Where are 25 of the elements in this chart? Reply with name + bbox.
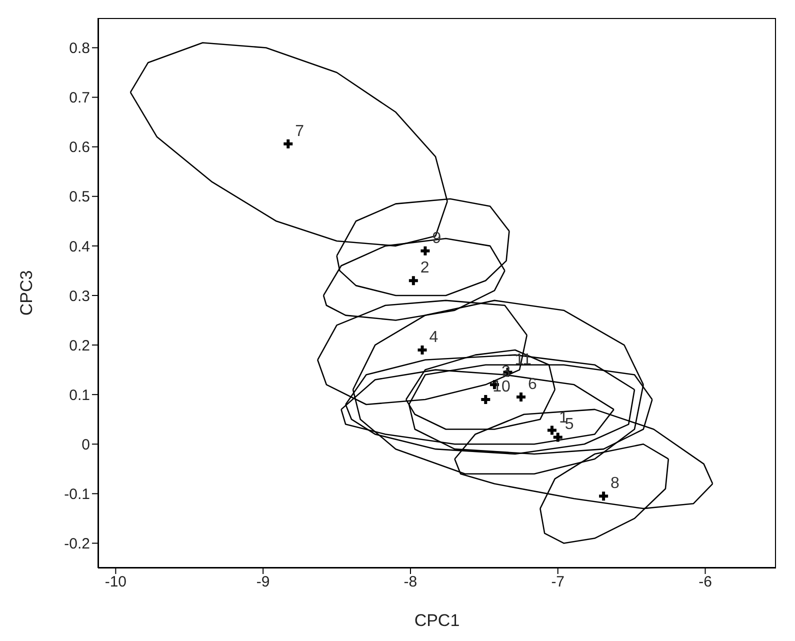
x-tick-label: -7 [551,574,565,591]
y-tick-label: 0.1 [69,386,90,404]
x-axis-title: CPC1 [414,611,460,630]
y-tick-label: 0.2 [69,337,90,354]
x-tick-label: -6 [698,574,712,591]
y-tick-label: 0.6 [69,139,90,156]
y-tick-label: -0.2 [64,536,90,553]
annotation: 7 [295,122,304,140]
y-tick-label: 0.4 [69,238,90,256]
y-tick-label: 0 [82,436,90,454]
y-axis-title: CPC3 [17,270,36,316]
annotation: 8 [610,475,620,492]
annotation: 4 [429,328,438,346]
y-tick-label: -0.1 [64,486,90,503]
annotation: 6 [528,376,538,394]
y-tick-label: 0.8 [69,40,90,58]
annotation: 5 [564,416,574,434]
annotation: 2 [420,260,430,277]
y-tick-label: 0.3 [69,288,90,305]
annotation: 10 [492,378,511,396]
x-tick-label: -8 [404,574,418,591]
x-tick-label: -10 [104,574,127,591]
y-tick-label: 0.7 [69,90,90,107]
y-tick-label: 0.5 [69,188,90,206]
x-tick-label: -9 [256,574,270,591]
